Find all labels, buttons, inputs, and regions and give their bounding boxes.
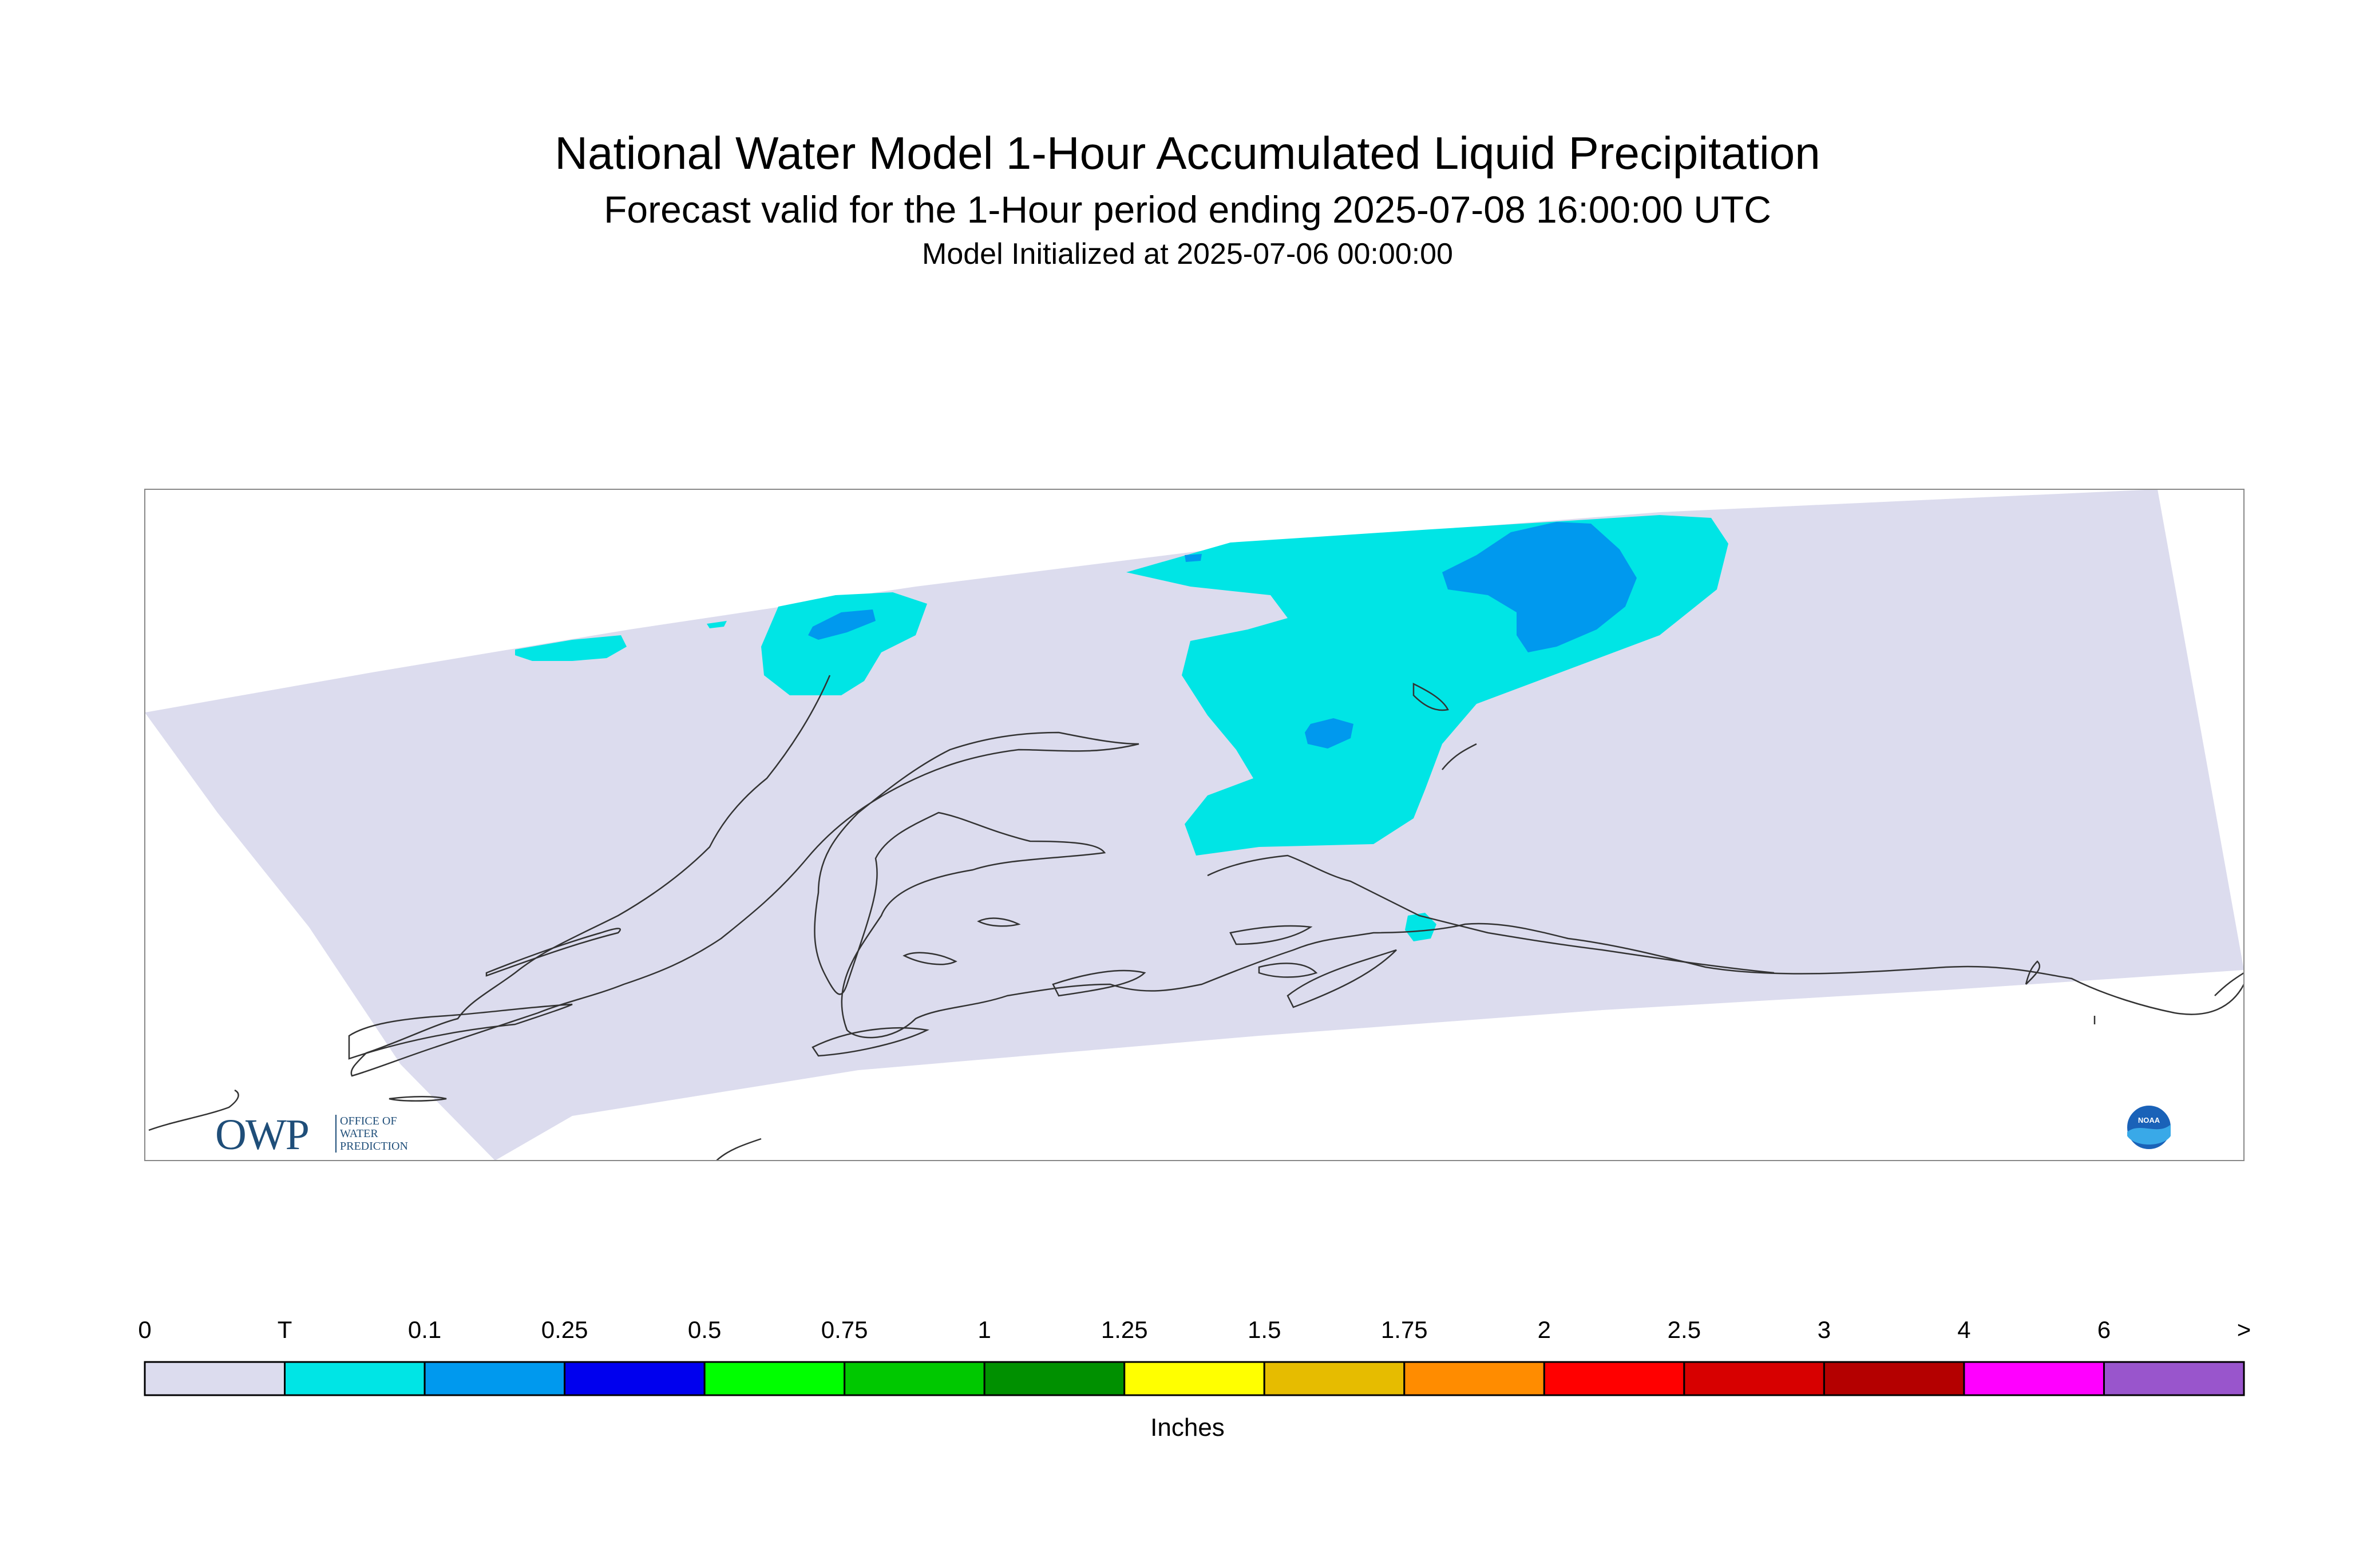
- legend-tick-label: 0.25: [541, 1316, 588, 1343]
- map-frame: [144, 489, 2245, 1161]
- legend-tick-label: 1: [977, 1316, 991, 1343]
- legend-color-swatch: [423, 1361, 566, 1396]
- legend-color-swatch: [564, 1361, 706, 1396]
- legend-color-swatch: [983, 1361, 1126, 1396]
- legend-color-swatch: [1403, 1361, 1545, 1396]
- legend-color-swatch: [1263, 1361, 1406, 1396]
- noaa-logo-text: NOAA: [2138, 1116, 2160, 1124]
- legend-color-swatch: [1123, 1361, 1265, 1396]
- legend-tick-label: 2: [1537, 1316, 1551, 1343]
- legend-tick-label: 0.1: [407, 1316, 442, 1343]
- legend-color-swatch: [844, 1361, 985, 1396]
- forecast-valid-subtitle: Forecast valid for the 1-Hour period end…: [604, 188, 1771, 231]
- legend-tick-label: 3: [1817, 1316, 1831, 1343]
- legend-color-swatch: [1823, 1361, 1965, 1396]
- legend-colorbar: [144, 1361, 2245, 1396]
- legend-tick-label: 1.5: [1248, 1316, 1281, 1343]
- legend-tick-label: 2.5: [1667, 1316, 1701, 1343]
- precip-area-0.1: [808, 609, 876, 640]
- legend-tick-label: 4: [1957, 1316, 1971, 1343]
- precip-area-0.1: [1305, 718, 1353, 749]
- legend-color-swatch: [284, 1361, 426, 1396]
- precip-area-0.1: [1185, 554, 1202, 562]
- legend-tick-label: 0.5: [687, 1316, 722, 1343]
- precip-area-trace: [515, 635, 627, 661]
- precip-area-0.1: [1442, 522, 1637, 652]
- legend-color-swatch: [703, 1361, 846, 1396]
- coastlines: [148, 675, 2244, 1161]
- legend-tick-label: 1.25: [1101, 1316, 1148, 1343]
- map-title: National Water Model 1-Hour Accumulated …: [555, 128, 1820, 179]
- legend-color-swatch: [144, 1361, 286, 1396]
- model-initialized-subtitle: Model Initialized at 2025-07-06 00:00:00: [922, 237, 1453, 271]
- legend-color-swatch: [1963, 1361, 2105, 1396]
- legend-tick-label: >: [2237, 1316, 2251, 1343]
- legend-tick-label: 6: [2097, 1316, 2111, 1343]
- legend-color-swatch: [2103, 1361, 2245, 1396]
- precip-area-trace: [761, 592, 927, 695]
- precip-area-trace: [1405, 913, 1436, 941]
- legend-tick-label: 1.75: [1380, 1316, 1428, 1343]
- owp-logo-subtext: OFFICE OF WATER PREDICTION: [335, 1115, 408, 1153]
- legend-color-swatch: [1683, 1361, 1825, 1396]
- noaa-logo-icon: NOAA: [2125, 1103, 2173, 1151]
- owp-logo-text: OWP: [215, 1111, 310, 1159]
- legend-tick-label: T: [277, 1316, 292, 1343]
- precip-area-trace: [707, 621, 727, 628]
- legend-tick-label: 0: [138, 1316, 152, 1343]
- legend-units-label: Inches: [1150, 1413, 1225, 1442]
- legend-tick-label: 0.75: [821, 1316, 868, 1343]
- legend-color-swatch: [1543, 1361, 1685, 1396]
